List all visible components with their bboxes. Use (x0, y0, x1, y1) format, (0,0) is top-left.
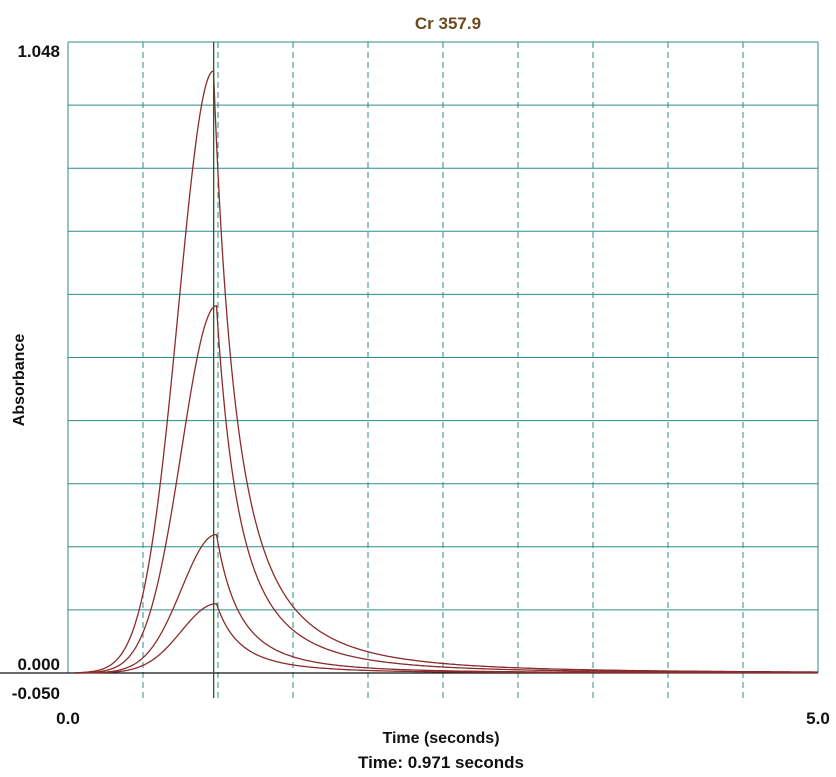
y-tick-zero: 0.000 (17, 655, 60, 674)
chart-title: Cr 357.9 (415, 14, 481, 33)
series-curves (75, 69, 818, 674)
time-readout: Time: 0.971 seconds (358, 753, 524, 772)
series-line-3 (75, 533, 818, 674)
y-axis-label: Absorbance (11, 334, 28, 427)
series-line-1 (75, 69, 818, 674)
x-axis-label: Time (seconds) (382, 730, 499, 747)
y-tick-min: -0.050 (12, 684, 60, 703)
series-line-4 (75, 603, 818, 674)
series-line-2 (75, 304, 818, 674)
y-tick-max: 1.048 (17, 42, 60, 61)
x-tick-min: 0.0 (56, 709, 80, 728)
x-tick-max: 5.0 (806, 709, 830, 728)
